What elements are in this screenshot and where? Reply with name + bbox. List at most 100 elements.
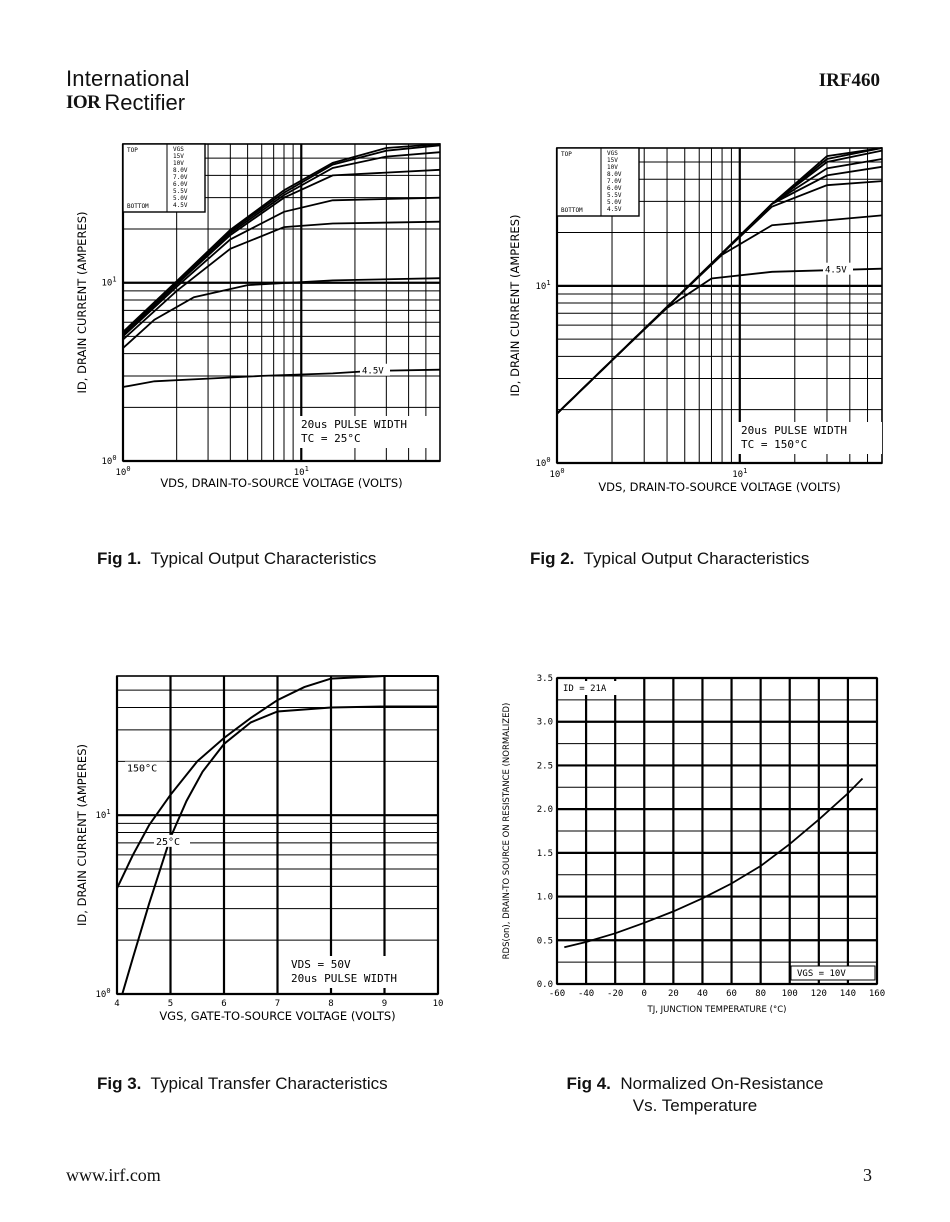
x-tick-label: 10 <box>433 999 444 1009</box>
y-tick-label: 101 <box>101 276 116 289</box>
legend-entry: 4.5V <box>173 202 188 209</box>
x-tick-label: 80 <box>755 989 766 999</box>
legend: TOP BOTTOM VGS15V10V8.0V7.0V6.0V5.5V5.0V4.… <box>122 143 206 213</box>
annot-conditions-bg <box>288 956 436 988</box>
y-tick-labels: 100 101 <box>535 279 550 469</box>
annot-4p5v: 4.5V <box>823 262 853 276</box>
y-tick-label: 101 <box>95 808 110 821</box>
annot-conditions-bg <box>298 416 438 448</box>
fig4-number: Fig 4. <box>566 1074 611 1093</box>
label-25c-bg <box>154 834 190 847</box>
annot-4p5v-label: 4.5V <box>362 367 384 377</box>
annot-conditions-line: 20us PULSE WIDTH <box>301 418 407 431</box>
series-line-2 <box>556 214 883 415</box>
fig4-caption: Fig 4. Normalized On-Resistance Vs. Temp… <box>550 1073 840 1117</box>
x-tick-label: 160 <box>869 989 885 999</box>
annot-4p5v: 4.5V <box>360 363 390 377</box>
x-axis-label: VDS, DRAIN-TO-SOURCE VOLTAGE (VOLTS) <box>598 480 840 494</box>
x-tick-label: 100 <box>782 989 798 999</box>
series-labels: 150°C 25°C <box>125 761 190 848</box>
y-tick-label: 100 <box>535 456 550 469</box>
fig1-chart: 100 101 100 101 VDS, DRAIN-TO-SOURCE VOLTAGE… <box>70 136 450 496</box>
x-tick-label: 100 <box>115 465 130 478</box>
page-number: 3 <box>863 1165 872 1185</box>
fig2-number: Fig 2. <box>530 549 575 568</box>
fig3-number: Fig 3. <box>97 1074 142 1093</box>
x-tick-labels: 100 101 <box>549 467 747 480</box>
y-tick-labels: 100 101 <box>95 808 110 1000</box>
legend-box <box>556 147 640 217</box>
part-number: IRF460 <box>818 70 880 91</box>
legend-entry: 7.0V <box>607 178 622 185</box>
x-tick-label: 4 <box>114 999 119 1009</box>
annot-conditions-line: 20us PULSE WIDTH <box>291 972 397 985</box>
x-axis-label: TJ, JUNCTION TEMPERATURE (°C) <box>647 1005 787 1015</box>
y-tick-label: 3.5 <box>537 674 553 684</box>
logo-mark: IOR <box>66 92 101 113</box>
legend-entry: 8.0V <box>607 171 622 178</box>
legend-bottom-label: BOTTOM <box>561 207 583 214</box>
annotations: ID = 21A VGS = 10V <box>560 681 876 981</box>
x-tick-label: 101 <box>294 465 309 478</box>
fig2-chart: 100 101 100 101 VDS, DRAIN-TO-SOURCE VOLTAGE… <box>505 136 885 496</box>
y-tick-label: 2.5 <box>537 761 553 771</box>
y-tick-label: 100 <box>95 987 110 1000</box>
y-tick-label: 1.5 <box>537 849 553 859</box>
legend-entry: 8.0V <box>173 167 188 174</box>
annot-vgs: VGS = 10V <box>797 969 846 979</box>
legend-top-label: TOP <box>127 147 138 154</box>
y-tick-label: 0.0 <box>537 980 553 990</box>
x-tick-label: 20 <box>668 989 679 999</box>
series-line-3 <box>122 220 441 341</box>
legend-top-label: TOP <box>561 151 572 158</box>
legend-entry: 5.5V <box>607 192 622 199</box>
series-line-4 <box>122 196 441 338</box>
legend: TOP BOTTOM VGS15V10V8.0V7.0V6.0V5.5V5.0V4.… <box>556 147 640 217</box>
y-tick-label: 101 <box>535 279 550 292</box>
legend-bottom-label: BOTTOM <box>127 203 149 210</box>
x-tick-label: 40 <box>697 989 708 999</box>
fig3-title: Typical Transfer Characteristics <box>150 1074 388 1093</box>
x-tick-label: 100 <box>549 467 564 480</box>
annot-4p5v-bg <box>823 262 853 275</box>
label-25c: 25°C <box>156 837 180 848</box>
series-line-1 <box>122 368 441 388</box>
y-tick-label: 100 <box>101 454 116 467</box>
x-tick-labels: 4 5 6 7 8 9 10 <box>114 999 443 1009</box>
legend-entry: 5.0V <box>607 199 622 206</box>
plot-frame <box>116 675 439 995</box>
legend-entry: 4.5V <box>607 206 622 213</box>
label-150c: 150°C <box>127 764 157 775</box>
y-axis-label: ID, DRAIN CURRENT (AMPERES) <box>508 215 522 397</box>
fig1-number: Fig 1. <box>97 549 142 568</box>
legend-box <box>122 143 206 213</box>
legend-entry: 6.0V <box>173 181 188 188</box>
company-logo: International IOR Rectifier <box>66 66 190 116</box>
x-axis-label: VGS, GATE-TO-SOURCE VOLTAGE (VOLTS) <box>159 1009 395 1023</box>
x-tick-label: -40 <box>578 989 594 999</box>
y-tick-label: 0.5 <box>537 936 553 946</box>
legend-entry: 5.5V <box>173 188 188 195</box>
legend-entry: 15V <box>173 153 184 160</box>
fig3-svg: 4 5 6 7 8 9 10 100 101 VGS, GATE-TO-SOURCE VOLTAG… <box>75 675 443 1023</box>
y-tick-labels: 100 101 <box>101 276 116 467</box>
x-tick-label: 9 <box>382 999 387 1009</box>
x-tick-label: 60 <box>726 989 737 999</box>
x-tick-label: -60 <box>549 989 565 999</box>
fig1-caption: Fig 1. Typical Output Characteristics <box>97 548 376 570</box>
x-tick-label: -20 <box>607 989 623 999</box>
fig2-title: Typical Output Characteristics <box>583 549 810 568</box>
footer-url[interactable]: www.irf.com <box>66 1165 161 1185</box>
annot-conditions-bg <box>738 422 882 454</box>
x-tick-label: 101 <box>732 467 747 480</box>
y-tick-label: 2.0 <box>537 805 553 815</box>
x-tick-label: 0 <box>642 989 647 999</box>
y-tick-label: 1.0 <box>537 893 553 903</box>
plot-frame <box>556 147 883 464</box>
series-line-1 <box>556 267 883 415</box>
annot-conditions-line: 20us PULSE WIDTH <box>741 424 847 437</box>
